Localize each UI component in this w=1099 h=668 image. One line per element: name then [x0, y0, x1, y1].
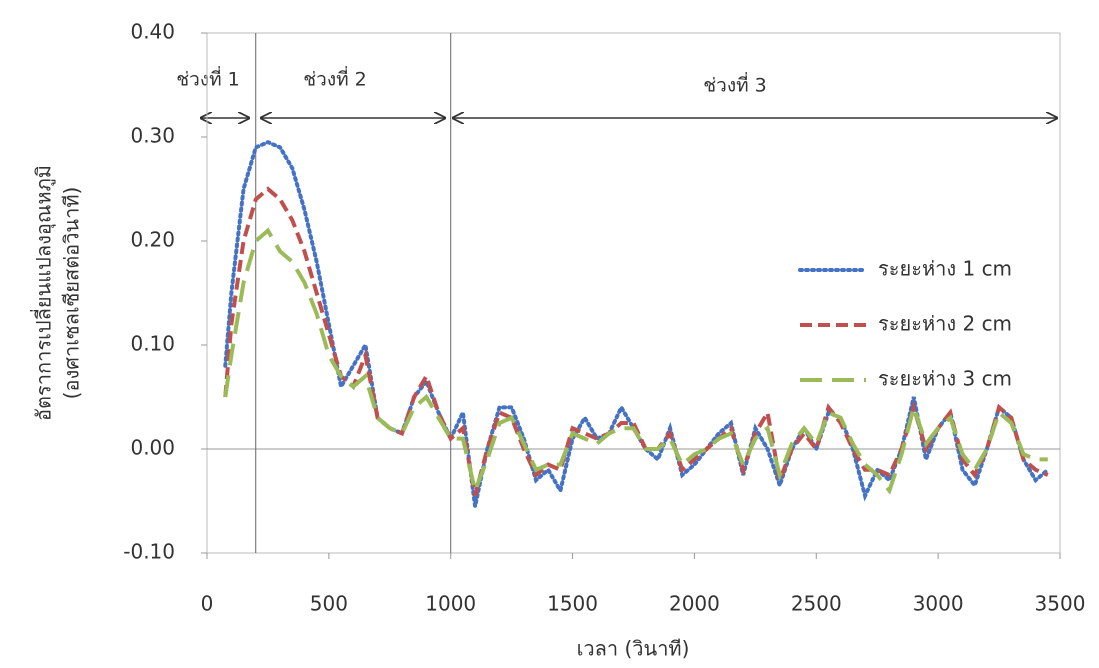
series-line: [223, 186, 1049, 497]
x-tick-label: 3000: [913, 592, 964, 616]
region-label: ช่วงที่ 1: [176, 66, 240, 91]
x-tick-label: 2500: [791, 592, 842, 616]
legend-label: ระยะห่าง 3 cm: [878, 367, 1012, 391]
x-tick-label: 3500: [1035, 592, 1086, 616]
region-label: ช่วงที่ 2: [303, 66, 367, 91]
region-label: ช่วงที่ 3: [703, 72, 767, 97]
x-axis-title: เวลา (วินาที): [577, 637, 690, 661]
legend-label: ระยะห่าง 2 cm: [878, 312, 1012, 336]
y-axis-title-line: อัตราการเปลี่ยนแปลงอุณหภูมิ: [30, 165, 57, 421]
y-tick-label: 0.40: [130, 20, 175, 44]
plot-frame: [206, 32, 1061, 554]
y-tick-label: 0.20: [130, 228, 175, 252]
y-tick-label: 0.10: [130, 332, 175, 356]
y-tick-label: 0.30: [130, 124, 175, 148]
x-tick-label: 2000: [669, 592, 720, 616]
y-axis-title-line: (องศาเซลเซียสต่อวินาที): [60, 187, 84, 400]
x-tick-label: 1500: [547, 592, 598, 616]
x-tick-label: 1000: [425, 592, 476, 616]
y-tick-label: 0.00: [130, 436, 175, 460]
y-axis-title: อัตราการเปลี่ยนแปลงอุณหภูมิ (องศาเซลเซีย…: [30, 165, 84, 421]
legend-label: ระยะห่าง 1 cm: [878, 257, 1012, 281]
y-tick-label: -0.10: [123, 540, 175, 564]
x-tick-label: 0: [201, 592, 214, 616]
x-tick-label: 500: [310, 592, 348, 616]
series-line: [223, 227, 1048, 498]
